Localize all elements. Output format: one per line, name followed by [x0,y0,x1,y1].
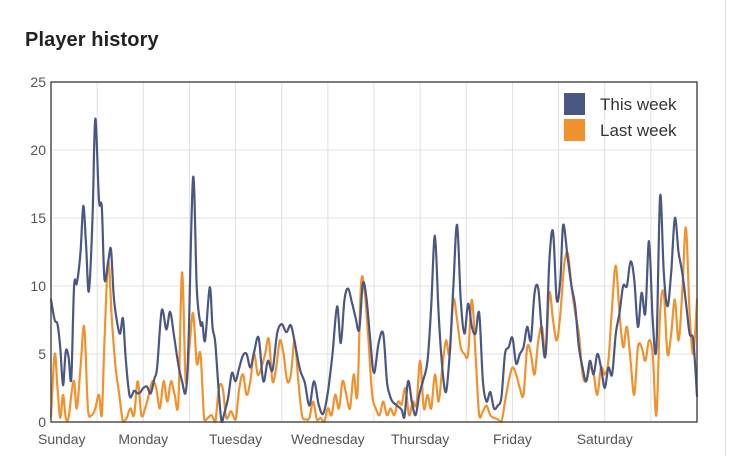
x-tick-label: Thursday [391,431,449,447]
x-tick-label: Wednesday [291,431,365,447]
y-tick-label: 5 [38,346,46,362]
chart-title: Player history [25,29,159,51]
series-line-this-week [49,117,699,424]
plot-frame [50,81,698,423]
x-tick-label: Tuesday [209,431,262,447]
x-tick-label: Friday [493,431,532,447]
y-tick-label: 25 [30,74,46,90]
y-tick-label: 15 [30,210,46,226]
legend-label: This week [600,95,677,114]
legend-label: Last week [600,121,677,140]
y-tick-label: 10 [30,278,46,294]
legend-swatch [564,119,585,141]
x-tick-label: Saturday [577,431,633,447]
card-edge-divider [725,0,726,456]
legend-swatch [564,93,585,115]
y-axis-ticks: 0 5 10 15 20 25 [30,74,46,430]
y-tick-label: 20 [30,142,46,158]
series-lines [49,117,699,424]
x-tick-label: Sunday [38,431,85,447]
legend: This week Last week [564,93,677,141]
x-axis-ticks: Sunday Monday Tuesday Wednesday Thursday Frid… [38,431,633,447]
y-tick-label: 0 [38,414,46,430]
grid-lines [51,81,697,423]
x-tick-label: Monday [118,431,168,447]
